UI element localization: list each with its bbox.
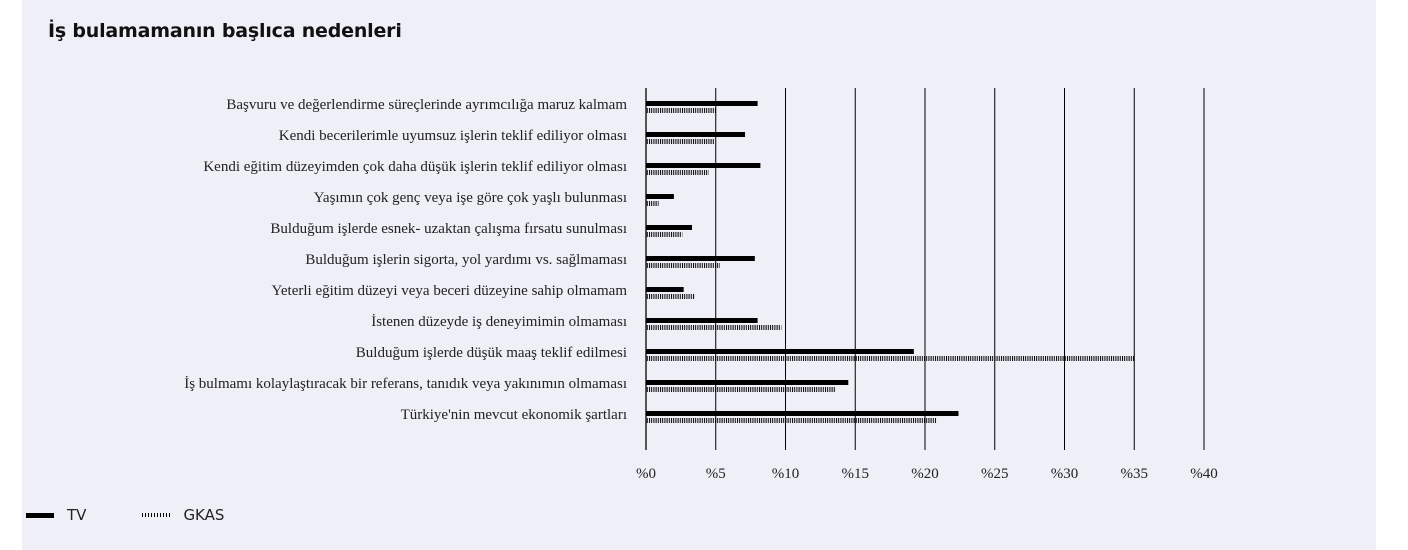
bar-gkas[interactable]: [646, 387, 836, 392]
category-label: Bulduğum işlerde düşük maaş teklif edilm…: [356, 345, 627, 361]
category-label: İstenen düzeyde iş deneyimimin olmaması: [371, 314, 627, 330]
chart-title: İş bulamamanın başlıca nedenleri: [48, 20, 402, 42]
bar-tv[interactable]: [646, 101, 758, 106]
bar-tv[interactable]: [646, 287, 684, 292]
legend-item-tv[interactable]: TV: [26, 506, 86, 524]
legend: TV GKAS: [26, 506, 280, 524]
category-label: Yeterli eğitim düzeyi veya beceri düzeyi…: [272, 283, 628, 299]
x-tick-label: %35: [1121, 466, 1149, 482]
category-label: Yaşımın çok genç veya işe göre çok yaşlı…: [314, 190, 627, 206]
x-tick-label: %15: [842, 466, 870, 482]
bar-gkas[interactable]: [646, 108, 716, 113]
bar-gkas[interactable]: [646, 325, 782, 330]
category-label: Bulduğum işlerin sigorta, yol yardımı vs…: [305, 252, 627, 268]
legend-label-gkas: GKAS: [183, 506, 225, 524]
category-label: Kendi becerilerimle uyumsuz işlerin tekl…: [279, 128, 627, 144]
bar-tv[interactable]: [646, 411, 959, 416]
bar-gkas[interactable]: [646, 170, 709, 175]
x-tick-label: %0: [636, 466, 656, 482]
bar-gkas[interactable]: [646, 263, 720, 268]
x-tick-label: %10: [772, 466, 800, 482]
bar-tv[interactable]: [646, 194, 674, 199]
x-tick-label: %30: [1051, 466, 1079, 482]
legend-label-tv: TV: [67, 506, 87, 524]
bar-tv[interactable]: [646, 163, 761, 168]
bar-tv[interactable]: [646, 349, 914, 354]
x-tick-label: %5: [706, 466, 726, 482]
category-label: İş bulmamı kolaylaştıracak bir referans,…: [184, 376, 627, 392]
chart-panel: İş bulamamanın başlıca nedenleri: [22, 0, 1376, 550]
category-label: Türkiye'nin mevcut ekonomik şartları: [401, 407, 627, 423]
bar-tv[interactable]: [646, 132, 746, 137]
category-label: Başvuru ve değerlendirme süreçlerinde ay…: [226, 97, 627, 113]
legend-swatch-hatched: [142, 513, 171, 517]
bar-tv[interactable]: [646, 318, 758, 323]
bar-tv[interactable]: [646, 225, 693, 230]
bar-gkas[interactable]: [646, 139, 715, 144]
bar-gkas[interactable]: [646, 356, 1135, 361]
bar-tv[interactable]: [646, 380, 849, 385]
category-label: Kendi eğitim düzeyimden çok daha düşük i…: [203, 159, 627, 175]
category-label: Bulduğum işlerde esnek- uzaktan çalışma …: [270, 221, 627, 237]
bar-gkas[interactable]: [646, 201, 659, 206]
x-tick-label: %25: [981, 466, 1009, 482]
legend-item-gkas[interactable]: GKAS: [142, 506, 224, 524]
x-tick-label: %40: [1190, 466, 1218, 482]
x-tick-label: %20: [911, 466, 939, 482]
bar-tv[interactable]: [646, 256, 755, 261]
bar-gkas[interactable]: [646, 294, 695, 299]
bar-gkas[interactable]: [646, 418, 937, 423]
bar-gkas[interactable]: [646, 232, 683, 237]
legend-swatch-solid: [26, 512, 54, 518]
